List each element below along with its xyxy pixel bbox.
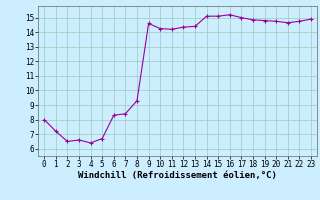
X-axis label: Windchill (Refroidissement éolien,°C): Windchill (Refroidissement éolien,°C) bbox=[78, 171, 277, 180]
